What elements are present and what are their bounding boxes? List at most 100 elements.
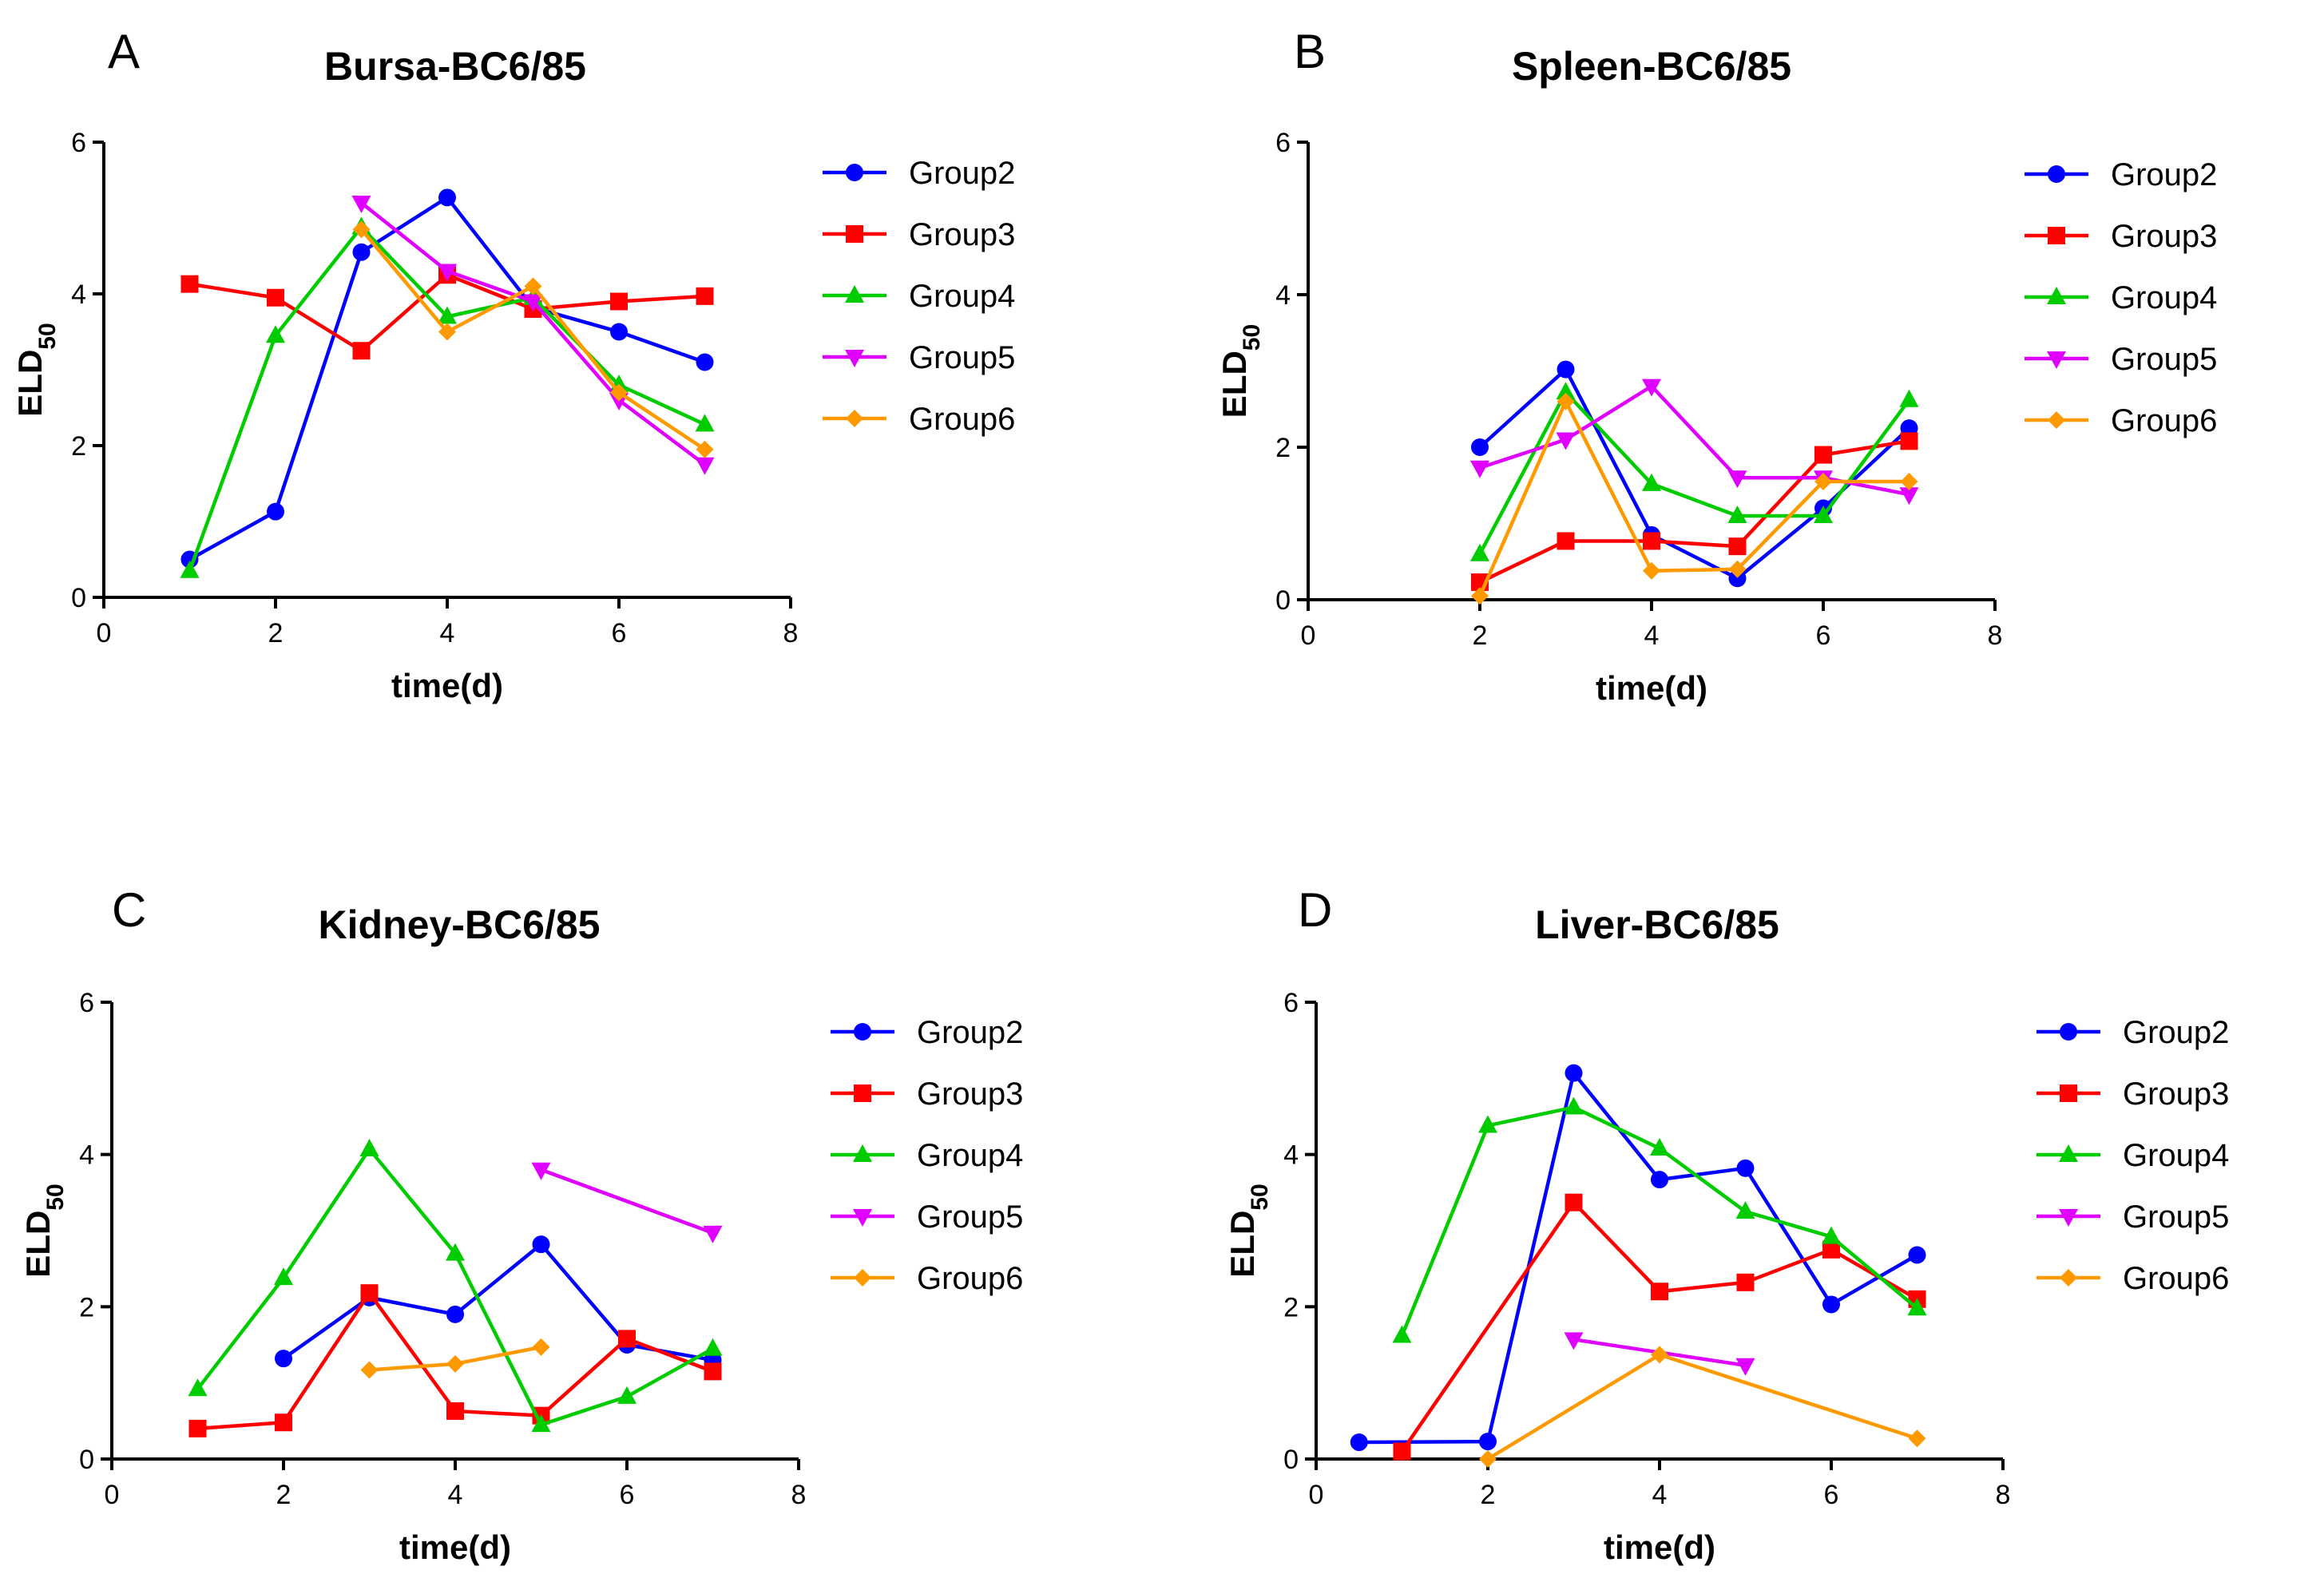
legend-marker	[846, 410, 863, 427]
data-point	[352, 220, 371, 239]
data-point	[1470, 460, 1489, 478]
legend-marker	[846, 164, 863, 181]
x-axis-label: time(d)	[391, 667, 503, 704]
y-axis-label: ELD50	[1223, 1184, 1273, 1277]
data-point	[359, 1138, 379, 1156]
y-tick-label: 0	[71, 583, 86, 613]
x-tick-label: 4	[1644, 620, 1660, 651]
legend-item-group4: Group4	[823, 279, 1015, 314]
data-point	[1643, 532, 1660, 550]
series-group3	[188, 1284, 722, 1437]
legend: Group2 Group3 Group4 Group5 Group6	[2025, 157, 2217, 438]
data-point	[1822, 1226, 1841, 1244]
data-point	[1478, 1115, 1497, 1133]
legend-label: Group5	[917, 1199, 1023, 1235]
data-point	[532, 1338, 550, 1356]
y-tick-label: 2	[71, 431, 86, 462]
axes: 0 2 4 6 8 0 2 4 6 time(d) ELD50	[11, 128, 798, 704]
legend-label: Group2	[2111, 157, 2217, 192]
legend-marker	[2060, 1269, 2077, 1287]
data-point	[1556, 432, 1576, 450]
series-line-group5	[540, 1168, 714, 1235]
axes: 0 2 4 6 8 0 2 4 6 time(d) ELD50	[1216, 128, 2002, 707]
series-group5	[351, 196, 715, 475]
data-point	[352, 243, 371, 261]
x-tick-label: 8	[1988, 620, 2003, 651]
panel-b-plot: 0 2 4 6 80246time(d)ELD50Group2Group3Group4G…	[1216, 128, 2217, 707]
series-line-group2	[1478, 367, 1911, 581]
legend-marker	[845, 285, 864, 303]
legend-marker	[854, 1269, 871, 1287]
data-point	[446, 1305, 464, 1323]
data-point	[1650, 1138, 1669, 1156]
legend-marker	[853, 1209, 872, 1227]
panel-c: C Kidney-BC6/85 0 2 4 6 8 0 2 4 6 time(d) ELD50 Gro…	[19, 883, 1023, 1566]
legend-label: Group5	[2123, 1199, 2229, 1235]
data-point	[1908, 1429, 1926, 1448]
legend-label: Group4	[2123, 1138, 2229, 1173]
data-point	[188, 1378, 208, 1397]
data-point	[275, 1350, 292, 1368]
x-axis-label: time(d)	[399, 1528, 511, 1566]
legend-item-group5: Group5	[823, 340, 1015, 375]
series-line-group6	[1477, 399, 1910, 597]
data-point	[524, 277, 542, 295]
legend-item-group2: Group2	[831, 1015, 1023, 1050]
data-point	[696, 440, 714, 458]
data-point	[352, 342, 371, 360]
data-point	[1471, 587, 1489, 605]
legend: Group2 Group3 Group4 Group5 Group6	[831, 1015, 1023, 1296]
legend-label: Group3	[2123, 1076, 2229, 1112]
data-point	[438, 306, 457, 324]
panel-c-plot: 0 2 4 6 80246time(d)ELD50Group2Group3Group4G…	[19, 988, 1023, 1566]
data-point	[523, 294, 543, 312]
legend: Group2 Group3 Group4 Group5 Group6	[823, 156, 1015, 437]
series-line-group4	[1478, 390, 1911, 555]
data-point	[188, 1419, 207, 1437]
x-tick-label: 0	[105, 1480, 120, 1510]
panel-a-title: Bursa-BC6/85	[324, 44, 586, 89]
legend-item-group2: Group2	[2036, 1015, 2229, 1050]
x-tick-label: 2	[268, 618, 284, 648]
x-axis-label: time(d)	[1596, 669, 1707, 707]
data-point	[267, 502, 284, 521]
legend-marker	[854, 1023, 871, 1041]
legend-label: Group6	[917, 1261, 1023, 1296]
y-tick-label: 6	[1275, 128, 1291, 158]
series-group6	[352, 220, 714, 458]
data-point	[1651, 1283, 1668, 1301]
data-point	[180, 275, 199, 293]
series-group4	[1392, 1096, 1927, 1343]
legend-label: Group6	[2123, 1261, 2229, 1296]
series-line-group5	[1479, 384, 1910, 497]
x-tick-label: 6	[1816, 620, 1831, 651]
data-point	[703, 1225, 723, 1243]
x-tick-label: 2	[1481, 1480, 1496, 1510]
data-point	[1642, 379, 1661, 397]
data-point	[1899, 389, 1919, 407]
x-tick-label: 0	[1301, 620, 1316, 651]
data-point	[1728, 537, 1747, 556]
legend-item-group2: Group2	[2025, 157, 2217, 192]
data-point	[1565, 1064, 1583, 1082]
series-group4	[188, 1138, 723, 1433]
panel-d: D Liver-BC6/85 0 2 4 6 8 0 2 4 6 time(d) ELD50 Grou…	[1223, 883, 2229, 1566]
x-tick-label: 8	[1996, 1480, 2011, 1510]
data-point	[360, 1361, 379, 1379]
data-point	[1899, 487, 1919, 506]
x-tick-label: 6	[612, 618, 627, 648]
data-point	[1565, 1193, 1583, 1211]
data-point	[1735, 1201, 1755, 1219]
data-point	[618, 1330, 636, 1348]
x-tick-label: 4	[448, 1480, 463, 1510]
legend-marker	[2059, 1144, 2078, 1162]
legend-marker	[846, 225, 863, 243]
legend-label: Group3	[2111, 219, 2217, 254]
legend-item-group3: Group3	[2025, 219, 2217, 254]
x-tick-label: 0	[97, 618, 112, 648]
data-point	[438, 323, 456, 341]
x-tick-label: 0	[1309, 1480, 1324, 1510]
legend-item-group5: Group5	[831, 1199, 1023, 1235]
legend-label: Group4	[917, 1138, 1023, 1173]
